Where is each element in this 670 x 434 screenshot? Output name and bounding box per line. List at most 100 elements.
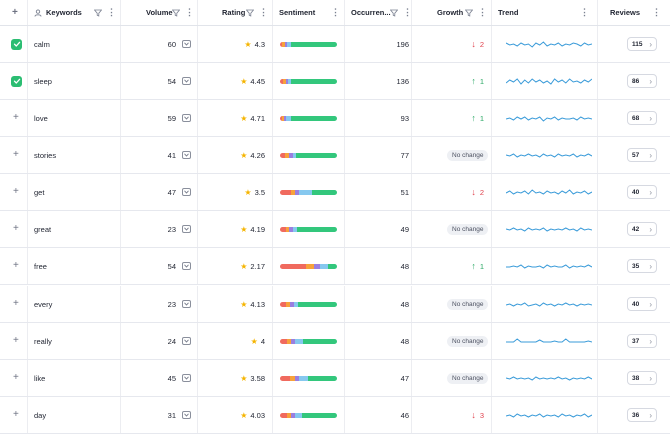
volume-details-button[interactable] (182, 397, 191, 433)
table-row[interactable]: + stories 41 ★ 4.26 77 No change 57 › (0, 137, 670, 174)
volume-details-button[interactable] (182, 248, 191, 284)
menu-keywords-button[interactable]: ⋮ (107, 0, 116, 25)
header-reviews[interactable]: Reviews (610, 0, 640, 25)
keyword-cell[interactable]: day (34, 397, 46, 433)
menu-rating-button[interactable]: ⋮ (259, 0, 268, 25)
chevron-right-icon: › (649, 113, 652, 123)
keyword-cell[interactable]: sleep (34, 63, 52, 99)
row-expand-button[interactable]: + (13, 100, 19, 136)
reviews-count: 40 (632, 188, 640, 196)
reviews-button[interactable]: 35 › (627, 259, 657, 273)
menu-volume-button[interactable]: ⋮ (185, 0, 194, 25)
row-checkbox[interactable] (11, 26, 22, 62)
row-expand-button[interactable]: + (13, 323, 19, 359)
reviews-count: 115 (632, 40, 643, 48)
growth-cell: ↓ 3 (471, 397, 484, 433)
reviews-button[interactable]: 68 › (627, 111, 657, 125)
reviews-button[interactable]: 36 › (627, 408, 657, 422)
row-expand-button[interactable]: + (13, 174, 19, 210)
filter-rating-button[interactable] (246, 0, 254, 25)
menu-growth-button[interactable]: ⋮ (478, 0, 487, 25)
keyword-cell[interactable]: love (34, 100, 48, 136)
volume-details-button[interactable] (182, 63, 191, 99)
filter-growth-button[interactable] (465, 0, 473, 25)
rating-value: 4.03 (250, 410, 265, 420)
row-expand-button[interactable]: + (13, 360, 19, 396)
menu-trend-button[interactable]: ⋮ (580, 0, 589, 25)
row-expand-button[interactable]: + (13, 286, 19, 322)
sentiment-segment (290, 301, 294, 307)
filter-occurrences-button[interactable] (390, 0, 398, 25)
keyword-cell[interactable]: free (34, 248, 47, 284)
keyword-cell[interactable]: great (34, 211, 51, 247)
volume-details-button[interactable] (182, 174, 191, 210)
table-row[interactable]: + get 47 ★ 3.5 51 ↓ 2 40 › (0, 174, 670, 211)
keyword-cell[interactable]: really (34, 323, 52, 359)
reviews-button[interactable]: 115 › (627, 37, 657, 51)
header-occurrences[interactable]: Occurren... (351, 0, 391, 25)
sentiment-segment (294, 375, 300, 381)
volume-value: 24 (167, 336, 176, 346)
reviews-button[interactable]: 38 › (627, 371, 657, 385)
header-rating[interactable]: Rating (222, 0, 245, 25)
header-volume[interactable]: Volume (146, 0, 173, 25)
table-row[interactable]: + day 31 ★ 4.03 46 ↓ 3 36 › (0, 397, 670, 434)
rating-cell: ★ 4.3 (244, 26, 265, 62)
volume-details-button[interactable] (182, 137, 191, 173)
menu-sentiment-button[interactable]: ⋮ (331, 0, 340, 25)
filter-volume-button[interactable] (172, 0, 180, 25)
checkbox-checked[interactable] (11, 75, 22, 87)
add-column-button[interactable]: + (12, 0, 18, 25)
growth-cell: No change (447, 360, 489, 396)
table-row[interactable]: + great 23 ★ 4.19 49 No change 42 › (0, 211, 670, 248)
header-keywords[interactable]: Keywords (34, 0, 82, 25)
sentiment-segment (294, 338, 303, 344)
reviews-button[interactable]: 57 › (627, 148, 657, 162)
row-expand-button[interactable]: + (13, 397, 19, 433)
reviews-button[interactable]: 40 › (627, 297, 657, 311)
reviews-button[interactable]: 42 › (627, 222, 657, 236)
reviews-button[interactable]: 37 › (627, 334, 657, 348)
menu-reviews-button[interactable]: ⋮ (652, 0, 661, 25)
reviews-button[interactable]: 40 › (627, 185, 657, 199)
keyword-cell[interactable]: get (34, 174, 44, 210)
volume-value: 45 (167, 373, 176, 383)
no-change-badge: No change (447, 223, 489, 235)
trend-sparkline (506, 264, 592, 269)
filter-keywords-button[interactable] (94, 0, 102, 25)
header-trend[interactable]: Trend (498, 0, 518, 25)
keyword-cell[interactable]: every (34, 286, 52, 322)
table-row[interactable]: sleep 54 ★ 4.45 136 ↑ 1 86 › (0, 63, 670, 100)
header-growth[interactable]: Growth (437, 0, 463, 25)
table-row[interactable]: + love 59 ★ 4.71 93 ↑ 1 68 › (0, 100, 670, 137)
sentiment-segment (286, 41, 292, 47)
occurrences-cell: 48 (401, 248, 409, 284)
row-checkbox[interactable] (11, 63, 22, 99)
more-vertical-icon: ⋮ (107, 7, 116, 17)
sentiment-segment (284, 41, 287, 47)
reviews-button[interactable]: 86 › (627, 74, 657, 88)
table-row[interactable]: + every 23 ★ 4.13 48 No change 40 › (0, 286, 670, 323)
table-row[interactable]: + like 45 ★ 3.58 47 No change 38 › (0, 360, 670, 397)
volume-details-button[interactable] (182, 100, 191, 136)
row-expand-button[interactable]: + (13, 248, 19, 284)
volume-details-button[interactable] (182, 323, 191, 359)
volume-details-button[interactable] (182, 26, 191, 62)
keyword-cell[interactable]: like (34, 360, 45, 396)
menu-occurrences-button[interactable]: ⋮ (403, 0, 412, 25)
keyword-cell[interactable]: stories (34, 137, 56, 173)
header-sentiment[interactable]: Sentiment (279, 0, 315, 25)
sentiment-segment (306, 263, 315, 269)
table-row[interactable]: calm 60 ★ 4.3 196 ↓ 2 115 › (0, 26, 670, 63)
row-expand-button[interactable]: + (13, 137, 19, 173)
checkbox-checked[interactable] (11, 38, 22, 50)
volume-details-button[interactable] (182, 286, 191, 322)
volume-details-button[interactable] (182, 360, 191, 396)
row-expand-button[interactable]: + (13, 211, 19, 247)
volume-details-button[interactable] (182, 211, 191, 247)
keyword-cell[interactable]: calm (34, 26, 50, 62)
table-row[interactable]: + really 24 ★ 4 48 No change 37 › (0, 323, 670, 360)
table-row[interactable]: + free 54 ★ 2.17 48 ↑ 1 35 › (0, 248, 670, 285)
volume-cell: 23 (168, 211, 176, 247)
chevron-down-icon (182, 411, 191, 419)
